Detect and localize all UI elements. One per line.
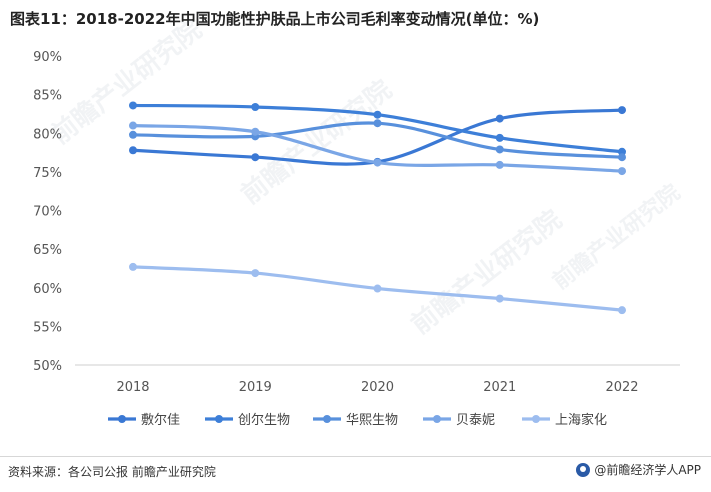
series-4 <box>129 121 626 176</box>
legend-swatch-dot <box>532 415 540 423</box>
legend-item: 敷尔佳 <box>108 413 180 428</box>
y-axis: 50% 55% 60% 65% 70% 75% 80% 85% 90% <box>33 50 62 374</box>
data-point <box>495 294 504 303</box>
brand-credit: @前瞻经济学人APP <box>576 461 701 478</box>
x-tick-label: 2018 <box>116 380 149 395</box>
y-tick-label: 90% <box>33 50 62 65</box>
y-tick-label: 70% <box>33 205 62 220</box>
brand-text: @前瞻经济学人APP <box>594 463 701 477</box>
source-note: 资料来源：各公司公报 前瞻产业研究院 <box>8 465 216 479</box>
series-5 <box>129 262 626 315</box>
brand-logo-icon <box>576 462 591 477</box>
legend-label: 敷尔佳 <box>141 413 180 428</box>
data-point <box>129 101 137 110</box>
data-point <box>373 119 382 128</box>
data-point <box>618 167 626 176</box>
legend: 敷尔佳 创尔生物 华熙生物 贝泰妮 上海家化 <box>108 412 607 428</box>
y-tick-label: 80% <box>33 127 62 142</box>
data-point <box>251 102 260 111</box>
data-point <box>129 262 137 271</box>
legend-item: 华熙生物 <box>313 413 398 428</box>
x-axis: 2018 2019 2020 2021 2022 <box>75 364 680 395</box>
legend-label: 上海家化 <box>555 412 607 428</box>
data-point <box>618 306 626 315</box>
data-point <box>251 269 260 278</box>
data-point <box>251 127 260 136</box>
data-point <box>373 110 382 119</box>
footer-divider <box>0 456 711 457</box>
x-tick-label: 2020 <box>361 380 394 395</box>
y-tick-label: 75% <box>33 166 62 181</box>
legend-label: 贝泰妮 <box>456 413 495 428</box>
y-tick-label: 50% <box>33 359 62 374</box>
data-point <box>373 284 382 293</box>
series-2 <box>129 101 626 156</box>
data-point <box>618 153 626 162</box>
legend-item: 上海家化 <box>522 412 607 428</box>
y-tick-label: 55% <box>33 320 62 335</box>
legend-label: 华熙生物 <box>346 413 398 428</box>
x-tick-label: 2021 <box>483 380 516 395</box>
legend-item: 贝泰妮 <box>423 413 495 428</box>
legend-label: 创尔生物 <box>238 413 290 428</box>
legend-swatch-dot <box>118 415 126 423</box>
x-tick-label: 2019 <box>239 380 272 395</box>
y-tick-label: 85% <box>33 89 62 104</box>
legend-item: 创尔生物 <box>205 413 290 428</box>
legend-swatch-dot <box>215 415 223 423</box>
data-point <box>495 160 504 169</box>
watermark-text: 前瞻产业研究院 <box>548 179 685 294</box>
data-point <box>495 133 504 142</box>
series-layer <box>129 101 626 315</box>
legend-swatch-dot <box>323 415 331 423</box>
data-point <box>129 121 137 130</box>
data-point <box>495 114 504 123</box>
data-point <box>251 153 260 162</box>
data-point <box>495 145 504 154</box>
legend-swatch-dot <box>433 415 441 423</box>
data-point <box>129 130 137 139</box>
data-point <box>618 106 626 115</box>
chart-title: 图表11：2018-2022年中国功能性护肤品上市公司毛利率变动情况(单位：%) <box>10 10 540 28</box>
x-tick-label: 2022 <box>605 380 638 395</box>
watermark-text: 前瞻产业研究院 <box>235 74 398 210</box>
data-point <box>373 158 382 167</box>
y-tick-label: 65% <box>33 243 62 258</box>
watermark-text: 前瞻产业研究院 <box>405 204 568 340</box>
data-point <box>129 146 137 155</box>
y-tick-label: 60% <box>33 282 62 297</box>
watermark-text: 前瞻产业研究院 <box>45 14 208 150</box>
